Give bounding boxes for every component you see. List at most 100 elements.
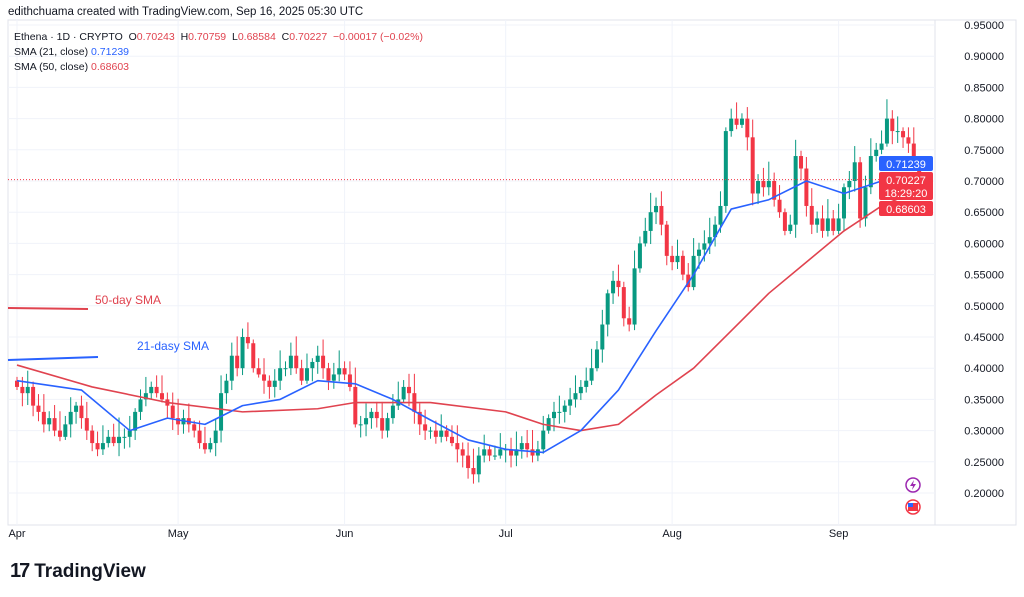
candle-body	[594, 349, 599, 369]
candle-body	[460, 449, 465, 456]
candle	[41, 394, 46, 433]
candle	[632, 250, 637, 331]
candle	[57, 411, 62, 442]
sma50-annotation: 50-day SMA	[95, 293, 161, 307]
candle-body	[847, 181, 852, 188]
sma50-row[interactable]: SMA (50, close) 0.68603	[14, 60, 423, 75]
candle-body	[213, 430, 218, 444]
candle-body	[138, 399, 143, 412]
candle-body	[519, 443, 524, 450]
candle-body	[793, 156, 798, 225]
candle-body	[788, 224, 793, 231]
candle	[858, 156, 863, 228]
candle-body	[627, 318, 632, 325]
candle	[793, 139, 798, 238]
y-tick-label: 0.85000	[964, 82, 1004, 94]
candle-body	[444, 430, 449, 437]
candle	[734, 102, 739, 130]
candle	[890, 110, 895, 145]
candle	[761, 167, 766, 197]
candle-body	[895, 131, 900, 133]
candle	[815, 211, 820, 233]
candle	[525, 429, 530, 458]
candle-body	[90, 430, 95, 444]
candle-body	[777, 199, 782, 213]
high-label: H	[180, 31, 189, 43]
candle-body	[219, 393, 224, 431]
candle-body	[691, 255, 696, 288]
candle-body	[562, 405, 567, 412]
candle	[788, 214, 793, 235]
candle-body	[525, 443, 530, 450]
candle-body	[428, 430, 433, 432]
candle	[412, 373, 417, 424]
candle	[611, 270, 616, 304]
candle-body	[294, 355, 299, 369]
candle-body	[734, 118, 739, 125]
candle-body	[707, 237, 712, 244]
sma50-value: 0.68603	[91, 61, 130, 73]
y-tick-label: 0.60000	[964, 238, 1004, 250]
candle	[799, 150, 804, 181]
flag-icon-canton	[908, 503, 913, 507]
candle	[901, 127, 906, 148]
candle	[616, 264, 621, 297]
candle	[809, 188, 814, 235]
candle-body	[643, 230, 648, 244]
candle-body	[353, 386, 358, 425]
candle-body	[863, 187, 868, 219]
candle	[52, 405, 57, 437]
candle	[766, 161, 771, 196]
candle-body	[224, 380, 229, 394]
candle-body	[686, 274, 691, 288]
candle	[756, 174, 761, 205]
candle-body	[111, 436, 116, 444]
candle	[557, 395, 562, 424]
open-value: 0.70243	[136, 31, 175, 43]
candle	[487, 445, 492, 462]
high-value: 0.70759	[188, 31, 227, 43]
candle-body	[654, 205, 659, 213]
candle	[439, 414, 444, 443]
candle	[251, 339, 256, 373]
candle	[594, 341, 599, 372]
candle	[713, 216, 718, 247]
candle	[321, 339, 326, 379]
candle-body	[417, 411, 422, 425]
y-tick-label: 0.75000	[964, 145, 1004, 157]
sma21-row[interactable]: SMA (21, close) 0.71239	[14, 45, 423, 60]
candle-body	[278, 368, 283, 381]
candle	[863, 175, 868, 227]
candle	[197, 420, 202, 449]
candle-body	[739, 118, 744, 125]
candle-body	[310, 361, 315, 369]
candle-body	[621, 287, 626, 319]
candle	[906, 127, 911, 153]
candle	[407, 373, 412, 407]
candle-body	[433, 430, 438, 437]
sma50-price-tag-text: 0.68603	[886, 204, 926, 216]
tradingview-logo[interactable]: 17 TradingView	[10, 560, 146, 583]
candle	[777, 185, 782, 218]
candle	[192, 420, 197, 438]
candle-body	[616, 280, 621, 288]
candle	[122, 428, 127, 449]
candle	[782, 208, 787, 236]
candle-body	[831, 218, 836, 231]
candle	[509, 437, 514, 468]
y-tick-label: 0.35000	[964, 394, 1004, 406]
candle	[15, 376, 19, 391]
y-tick-label: 0.30000	[964, 426, 1004, 438]
candle-body	[84, 418, 89, 431]
candle	[884, 99, 889, 147]
candle	[25, 370, 30, 406]
candle-body	[267, 380, 272, 387]
candle-body	[884, 118, 889, 144]
candle-body	[106, 436, 111, 444]
candle	[831, 210, 836, 236]
candle-body	[347, 374, 352, 387]
candle	[68, 397, 73, 438]
candle	[353, 367, 358, 428]
candle	[235, 336, 240, 377]
